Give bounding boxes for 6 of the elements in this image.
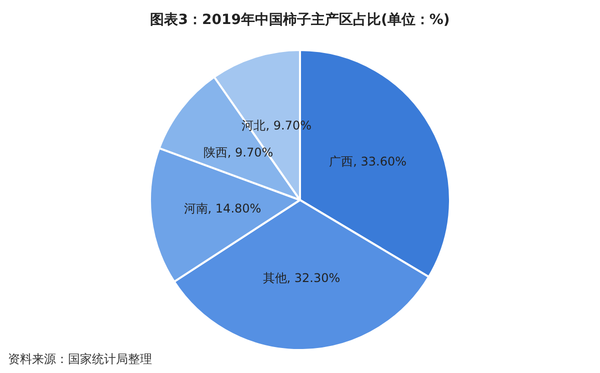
slice-label: 河北, 9.70% (242, 118, 312, 133)
text: 资料来源：国家统计局整理 (8, 352, 152, 366)
slice-label: 其他, 32.30% (262, 270, 340, 285)
slice-label: 广西, 33.60% (329, 154, 407, 168)
slice-label: 河南, 14.80% (184, 202, 262, 216)
chart-title: 图表3：2019年中国柿子主产区占比(单位：%) (150, 11, 450, 28)
